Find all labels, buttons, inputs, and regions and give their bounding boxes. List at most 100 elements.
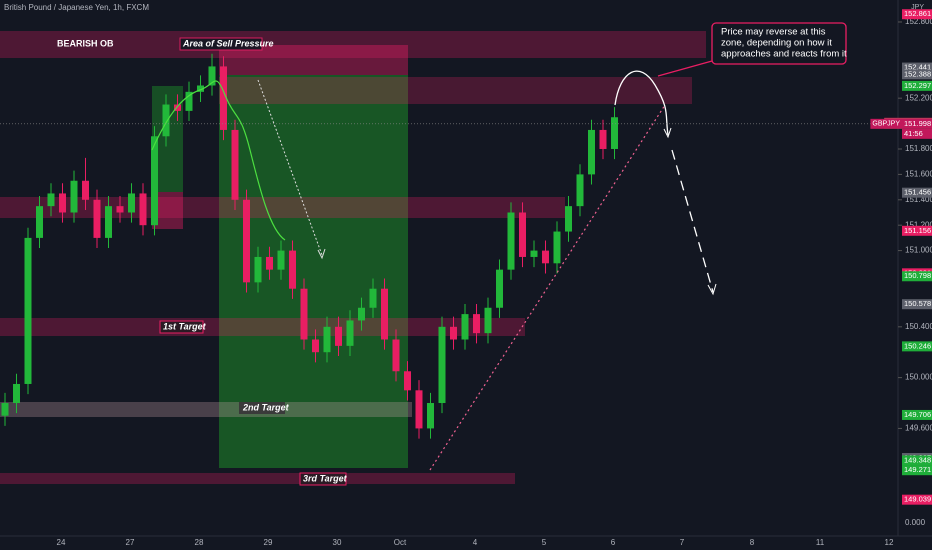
candle-body [335, 326, 342, 346]
price-badge [902, 80, 932, 91]
label-box [159, 320, 204, 334]
price-badge [902, 225, 932, 236]
zone [0, 197, 565, 218]
target3-label: 3rd Target [303, 473, 348, 483]
price-badge-label: 150.798 [904, 271, 931, 280]
candle-body [300, 288, 308, 340]
price-badge [902, 187, 932, 198]
price-badge-label: 152.861 [904, 9, 931, 18]
candle-body [70, 180, 78, 213]
callout-text: Price may reverse at this [721, 27, 826, 38]
time-label: 5 [542, 538, 547, 547]
price-badge [902, 69, 932, 80]
target2-label: 2nd Target [242, 402, 290, 412]
candle-body [277, 250, 285, 270]
reversal-zone [219, 77, 692, 104]
price-badge [902, 409, 932, 420]
candle-body [450, 326, 457, 340]
arrow-head [317, 248, 326, 260]
price-tick-label: 151.400 [905, 195, 932, 204]
time-label: 11 [816, 538, 825, 547]
label-box [239, 402, 285, 414]
price-badge-label: 149.271 [904, 465, 931, 474]
badge-sub-label: 41:56 [904, 129, 923, 138]
projection-line [671, 149, 714, 293]
candle-body [13, 383, 20, 404]
bearish-ob-zone [0, 31, 706, 58]
callout-text: approaches and reacts from it [721, 49, 847, 60]
candle-body [116, 206, 124, 213]
price-badge-label: 151.456 [904, 188, 931, 197]
candle-body [392, 339, 400, 372]
price-tick-label: 150.400 [905, 322, 932, 331]
sell-pressure-label: Area of Sell Pressure [182, 38, 274, 48]
candle-body [47, 193, 55, 207]
price-badge [902, 494, 932, 505]
candle-body [358, 307, 365, 321]
price-badge-label: 150.578 [904, 299, 931, 308]
candle-body [404, 371, 411, 391]
price-tick-label: 151.600 [905, 169, 932, 178]
time-label: 6 [611, 538, 616, 547]
candle-body [36, 206, 43, 238]
candle-body [473, 314, 480, 334]
candle-body [266, 256, 273, 270]
target3-zone [0, 473, 515, 484]
time-label: 4 [473, 538, 478, 547]
price-tick-label: 151.800 [905, 144, 932, 153]
candle-body [599, 129, 607, 149]
target1-zone [0, 318, 525, 336]
candle-body [208, 66, 216, 86]
candle-body [24, 237, 32, 384]
price-badge [902, 9, 932, 20]
callout-text: zone, depending on how it [721, 38, 832, 49]
candle-body [484, 307, 492, 334]
candle-body [231, 129, 239, 200]
arrow-line [257, 79, 323, 256]
axis-layer: 152.800 152.200 151.800 151.600 151.400 151.2… [0, 9, 932, 547]
candle-body [174, 104, 181, 111]
target1-label: 1st Target [163, 321, 207, 331]
candle-body [507, 212, 515, 270]
candle-body [415, 390, 423, 429]
price-badge [902, 62, 932, 73]
candles [1, 53, 618, 439]
price-tick-label: 150.000 [905, 373, 932, 382]
candle-body [128, 193, 135, 213]
candle-body [611, 117, 618, 149]
label-box [299, 472, 347, 486]
label-box [179, 37, 263, 51]
time-label: 8 [750, 538, 755, 547]
candle-body [381, 288, 388, 340]
candle-body [243, 199, 250, 283]
callout-box [711, 22, 847, 65]
candle-body [82, 180, 89, 200]
price-badge [902, 465, 932, 476]
candle-body [496, 269, 503, 308]
candle-body [185, 91, 193, 111]
price-tick-label: 152.800 [905, 17, 932, 26]
price-badge [902, 341, 932, 352]
candle-body [323, 326, 331, 353]
projection-curve [614, 70, 669, 136]
candle-body [542, 250, 549, 264]
price-tick-label: 149.600 [905, 424, 932, 433]
price-badge-label: 149.039 [904, 495, 931, 504]
time-label: 29 [264, 538, 273, 547]
price-badge-label: 151.998 [904, 119, 931, 128]
price-badge [902, 118, 932, 129]
candle-body [530, 250, 538, 257]
candle-body [220, 66, 227, 130]
price-badge-label: 149.348 [904, 455, 931, 464]
time-label: 24 [57, 538, 66, 547]
time-label: 30 [333, 538, 342, 547]
time-label: Oct [394, 538, 407, 547]
candle-body [139, 193, 147, 226]
time-label: 28 [195, 538, 204, 547]
time-label: 27 [126, 538, 135, 547]
candle-body [588, 129, 595, 175]
time-label: 7 [680, 538, 685, 547]
badge-sub [902, 128, 932, 139]
